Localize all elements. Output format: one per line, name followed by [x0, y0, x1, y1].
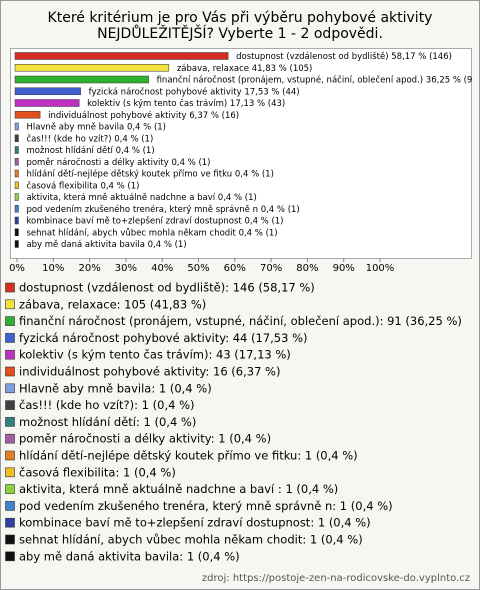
legend-label: Hlavně aby mně bavila: 1 (0,4 %) [19, 381, 212, 395]
bar-label: individuálnost pohybové aktivity 6,37 % … [48, 110, 239, 121]
legend-label: aby mě daná aktivita bavila: 1 (0,4 %) [19, 549, 240, 563]
x-tick-label: 10% [42, 263, 64, 274]
x-tick-label: 0% [9, 263, 25, 274]
bar [14, 169, 19, 178]
bar-label: kolektiv (s kým tento čas trávím) 17,13 … [87, 98, 285, 109]
legend-swatch [5, 383, 15, 394]
bar [14, 216, 19, 225]
legend-swatch [5, 366, 15, 377]
legend-swatch [5, 551, 15, 562]
bar-label: fyzická náročnost pohybové aktivity 17,5… [89, 86, 300, 97]
x-tick-label: 20% [78, 263, 100, 274]
legend-swatch [5, 433, 15, 444]
legend-swatch [5, 467, 15, 478]
bar [14, 228, 19, 236]
bar-label: aby mě daná aktivita bavila 0,4 % (1) [26, 240, 186, 250]
bar [14, 181, 19, 189]
source: zdroj: https://postoje-zen-na-rodicovske… [202, 573, 470, 584]
legend-label: finanční náročnost (pronájem, vstupné, n… [19, 314, 462, 328]
legend-label: dostupnost (vzdálenost od bydliště): 146… [19, 281, 315, 295]
legend-label: fyzická náročnost pohybové aktivity: 44 … [19, 331, 308, 345]
legend-label: zábava, relaxace: 105 (41,83 %) [19, 297, 206, 311]
bar-label: dostupnost (vzdálenost od bydliště) 58,1… [236, 51, 452, 62]
legend-swatch [5, 534, 15, 545]
legend-swatch [5, 517, 15, 528]
chart-title: Které kritérium je pro Vás při výběru po… [48, 10, 433, 26]
x-tick-label: 60% [224, 263, 246, 274]
bar [14, 111, 41, 119]
bar-label: pod vedením zkušeného trenéra, který mně… [26, 204, 299, 215]
bar [14, 64, 170, 72]
bar-label: sehnat hlídání, abych vůbec mohla někam … [26, 227, 277, 238]
bar [14, 99, 80, 107]
bar-label: čas!!! (kde ho vzít?) 0,4 % (1) [26, 133, 153, 144]
bars: dostupnost (vzdálenost od bydliště) 58,1… [14, 51, 480, 250]
legend-label: možnost hlídání dětí: 1 (0,4 %) [19, 415, 196, 429]
bar [14, 75, 149, 84]
plot-area [10, 48, 472, 259]
bar-label: aktivita, která mně aktuálně nadchne a b… [26, 193, 256, 203]
bar [14, 52, 229, 60]
bar [14, 193, 19, 201]
bar-label: kombinace baví mě to+zlepšení zdraví dos… [26, 216, 283, 227]
legend-label: časová flexibilita: 1 (0,4 %) [19, 465, 176, 479]
bar-label: zábava, relaxace 41,83 % (105) [177, 64, 313, 74]
legend-swatch [5, 417, 15, 427]
bar [14, 134, 19, 142]
legend-swatch [5, 333, 15, 343]
bar-label: Hlavně aby mně bavila 0,4 % (1) [26, 123, 166, 133]
legend-label: sehnat hlídání, abych vůbec mohla někam … [19, 533, 363, 547]
x-tick-label: 90% [333, 263, 355, 274]
x-tick-label: 80% [296, 263, 318, 274]
bar-label: časová flexibilita 0,4 % (1) [26, 180, 139, 191]
x-tick-label: 40% [151, 263, 173, 274]
legend-swatch [5, 299, 15, 310]
x-tick-label: 100% [366, 263, 395, 274]
legend-swatch [5, 282, 15, 293]
legend-label: pod vedením zkušeného trenéra, který mně… [19, 499, 393, 513]
chart-title: NEJDŮLEŽITĚJŠÍ? Vyberte 1 - 2 odpovědi. [97, 24, 383, 42]
legend-label: individuálnost pohybové aktivity: 16 (6,… [19, 365, 280, 379]
legend-label: kombinace baví mě to+zlepšení zdraví dos… [19, 516, 371, 530]
bar [14, 205, 19, 213]
bar-label: hlídání dětí-nejlépe dětský koutek přímo… [26, 169, 273, 180]
bar-label: finanční náročnost (pronájem, vstupné, n… [157, 75, 480, 86]
legend-label: čas!!! (kde ho vzít?): 1 (0,4 %) [19, 398, 195, 412]
legend-swatch [5, 450, 15, 461]
bar [14, 146, 19, 154]
legend-swatch [5, 400, 15, 410]
bar-label: možnost hlídání dětí 0,4 % (1) [26, 146, 154, 156]
legend-label: kolektiv (s kým tento čas trávím): 43 (1… [19, 348, 291, 362]
bar [14, 240, 19, 248]
legend-label: aktivita, která mně aktuálně nadchne a b… [19, 482, 338, 496]
legend-swatch [5, 316, 15, 326]
x-tick-label: 30% [115, 263, 137, 274]
bar [14, 158, 19, 166]
bar-label: poměr náročnosti a délky aktivity 0,4 % … [26, 157, 210, 168]
bar [14, 87, 81, 95]
legend-swatch [5, 501, 15, 511]
legend-swatch [5, 484, 15, 494]
bar [14, 122, 19, 131]
legend-label: hlídání dětí-nejlépe dětský koutek přímo… [19, 449, 358, 463]
x-tick-label: 50% [187, 263, 209, 274]
legend-label: poměr náročnosti a délky aktivity: 1 (0,… [19, 432, 271, 446]
legend-swatch [5, 349, 15, 360]
x-tick-label: 70% [260, 263, 282, 274]
